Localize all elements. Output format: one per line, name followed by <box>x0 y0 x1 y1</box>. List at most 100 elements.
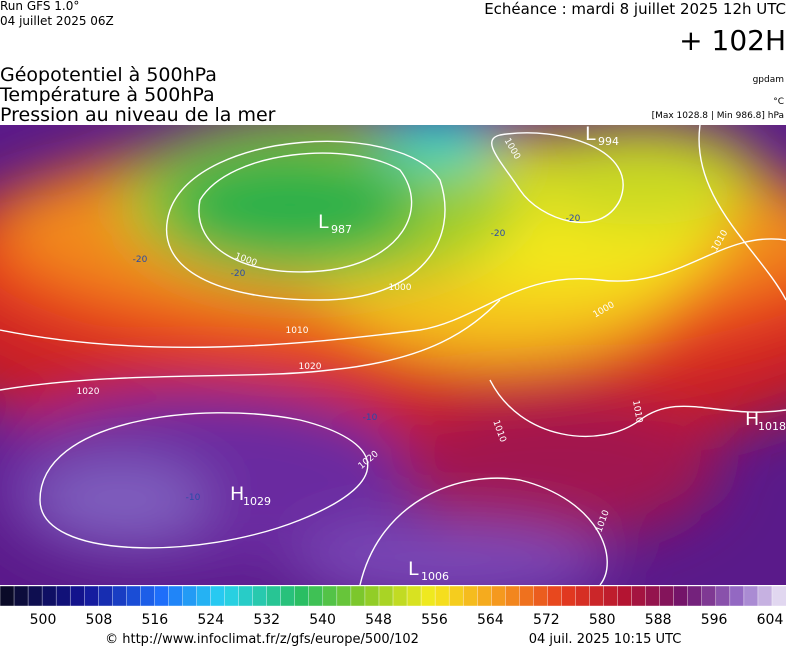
temperature-label: -10 <box>186 493 201 503</box>
colorbar: 500 508 516 524 532 540 548 556 564 572 580 588 596 6… <box>0 585 786 628</box>
colorbar-label: 532 <box>253 612 280 628</box>
color-swatch <box>266 585 282 607</box>
color-swatch <box>729 585 745 607</box>
color-swatch <box>462 585 478 607</box>
color-swatch <box>378 585 394 607</box>
isobars <box>0 125 786 585</box>
forecast-time: Echéance : mardi 8 juillet 2025 12h UTC <box>484 0 786 18</box>
color-swatch <box>687 585 703 607</box>
color-swatch <box>406 585 422 607</box>
colorbar-label: 500 <box>30 612 57 628</box>
unit: gpdam <box>753 75 784 85</box>
unit: °C <box>773 97 784 107</box>
color-swatch <box>771 585 786 607</box>
isobar-label: 1020 <box>77 387 100 397</box>
color-swatch <box>140 585 156 607</box>
colorbar-label: 508 <box>86 612 113 628</box>
pressure-value: 994 <box>598 135 619 148</box>
color-swatch <box>27 585 43 607</box>
temperature-label: -20 <box>491 229 506 239</box>
pressure-symbol: H <box>745 408 759 430</box>
pressure-value: 1018 <box>758 420 786 433</box>
run-date: 04 juillet 2025 06Z <box>0 14 114 28</box>
color-swatch <box>308 585 324 607</box>
temperature-label: -20 <box>133 255 148 265</box>
pressure-symbol: L <box>318 211 329 233</box>
pressure-value: 1006 <box>421 570 449 583</box>
color-swatch <box>505 585 521 607</box>
colorbar-label: 580 <box>589 612 616 628</box>
color-swatch <box>575 585 591 607</box>
color-swatch <box>547 585 563 607</box>
color-swatch <box>350 585 366 607</box>
colorbar-label: 524 <box>197 612 224 628</box>
field <box>0 125 786 585</box>
color-swatch <box>13 585 29 607</box>
color-swatch <box>41 585 57 607</box>
color-swatch <box>322 585 338 607</box>
color-swatch <box>168 585 184 607</box>
color-swatch <box>55 585 71 607</box>
color-swatch <box>196 585 212 607</box>
color-swatch <box>645 585 661 607</box>
color-swatch <box>0 585 15 607</box>
temperature-label: -20 <box>231 269 246 279</box>
color-swatch <box>238 585 254 607</box>
title: Pression au niveau de la mer <box>0 104 276 126</box>
colorbar-label: 604 <box>757 612 784 628</box>
temperature-label: -20 <box>566 214 581 224</box>
color-swatch <box>84 585 99 607</box>
color-swatch <box>154 585 170 607</box>
isobar-label: 1000 <box>389 283 412 293</box>
temperature-label: -10 <box>363 413 378 423</box>
pressure-value: 1029 <box>243 495 271 508</box>
colorbar-label: 556 <box>421 612 448 628</box>
color-swatch <box>126 585 142 607</box>
color-swatch <box>519 585 535 607</box>
color-swatch <box>715 585 731 607</box>
footer-date: 04 juil. 2025 10:15 UTC <box>529 632 682 647</box>
color-swatch <box>210 585 226 607</box>
colorbar-label: 540 <box>309 612 336 628</box>
colorbar-label: 588 <box>645 612 672 628</box>
color-swatch <box>252 585 268 607</box>
color-swatch <box>743 585 759 607</box>
title: Géopotentiel à 500hPa <box>0 64 217 86</box>
title: Température à 500hPa <box>0 84 215 106</box>
color-swatch <box>533 585 549 607</box>
color-swatch <box>673 585 689 607</box>
isobar-label: 1020 <box>299 362 322 372</box>
color-swatch <box>336 585 352 607</box>
color-swatch <box>420 585 436 607</box>
color-swatch <box>280 585 296 607</box>
color-swatch <box>491 585 506 607</box>
colorbar-label: 596 <box>701 612 728 628</box>
isobar-label: 1010 <box>630 400 644 425</box>
color-swatch <box>224 585 240 607</box>
color-swatch <box>603 585 619 607</box>
color-swatch <box>392 585 408 607</box>
unit: [Max 1028.8 | Min 986.8] hPa <box>652 111 784 121</box>
colorbar-label: 572 <box>533 612 560 628</box>
color-swatch <box>294 585 310 607</box>
color-swatch <box>631 585 647 607</box>
pressure-symbol: L <box>408 558 419 580</box>
color-swatch <box>434 585 450 607</box>
color-swatch <box>477 585 492 607</box>
run: Run GFS 1.0° <box>0 0 79 13</box>
color-swatch <box>589 585 605 607</box>
color-swatch <box>617 585 633 607</box>
colorbar-label: 516 <box>141 612 168 628</box>
pressure-value: 987 <box>331 223 352 236</box>
color-swatch <box>98 585 113 607</box>
pressure-symbol: L <box>585 123 596 145</box>
isobar-label: 1010 <box>286 326 309 336</box>
pressure-symbol: H <box>230 483 244 505</box>
colorbar-label: 564 <box>477 612 504 628</box>
color-swatch <box>448 585 464 607</box>
footer-url: © http://www.infoclimat.fr/z/gfs/europe/… <box>105 632 419 647</box>
color-swatch <box>659 585 675 607</box>
color-swatch <box>561 585 577 607</box>
